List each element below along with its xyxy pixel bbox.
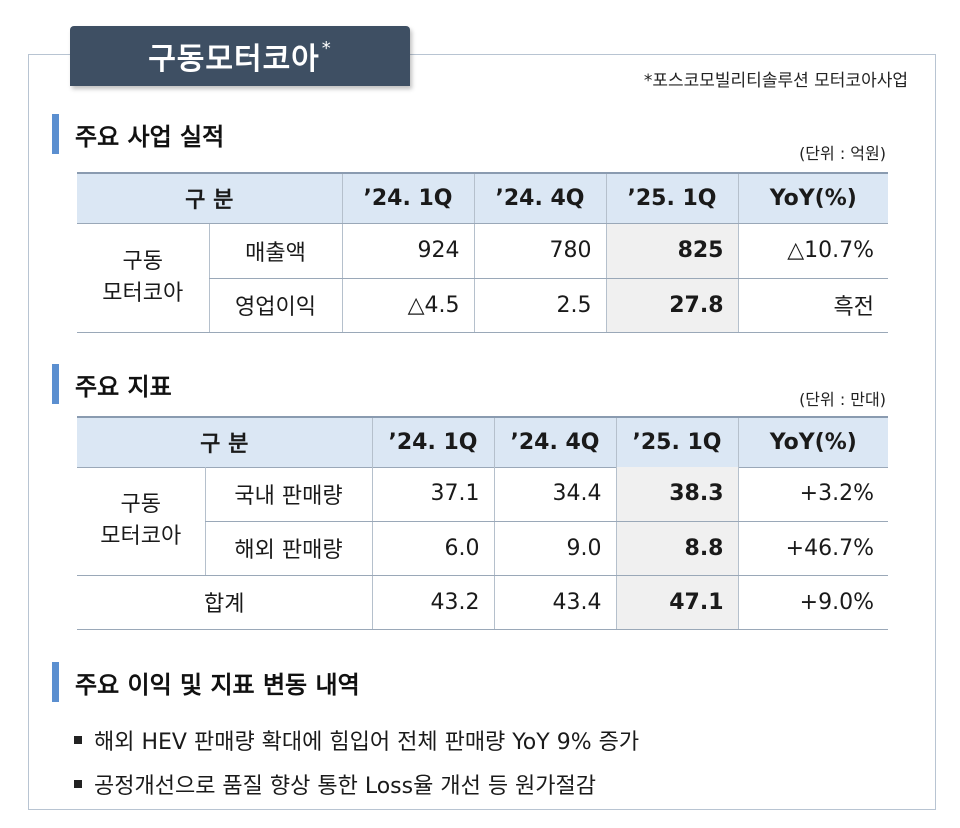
bullet-icon xyxy=(74,736,82,744)
group-label-line: 모터코아 xyxy=(100,523,182,549)
unit-label: (단위 : 억원) xyxy=(799,144,886,163)
bullet-icon xyxy=(74,780,82,788)
column-header: ’24. 4Q xyxy=(493,416,616,468)
table-cell: +46.7% xyxy=(737,521,888,576)
section-title: 주요 이익 및 지표 변동 내역 xyxy=(75,670,360,699)
table-row: 해외 판매량 6.0 9.0 8.8 +46.7% xyxy=(77,521,888,576)
bullet-list: 해외 HEV 판매량 확대에 힘입어 전체 판매량 YoY 9% 증가 공정개선… xyxy=(74,718,639,806)
table-cell: 8.8 xyxy=(615,521,738,576)
section-accent-bar xyxy=(52,364,59,404)
column-header: YoY(%) xyxy=(737,172,888,224)
section-title: 주요 지표 xyxy=(75,372,172,401)
table-row: 영업이익 △4.5 2.5 27.8 흑전 xyxy=(77,278,888,333)
footnote: *포스코모빌리티솔루션 모터코아사업 xyxy=(643,71,908,91)
table-cell: △10.7% xyxy=(737,224,888,279)
table-row: 구동 모터코아 국내 판매량 37.1 34.4 38.3 +3.2% xyxy=(77,467,888,576)
table-cell: 6.0 xyxy=(371,521,494,576)
list-item: 공정개선으로 품질 향상 통한 Loss율 개선 등 원가절감 xyxy=(74,762,639,806)
page-title-text: 구동모터코아 xyxy=(148,42,320,77)
table-cell: 34.4 xyxy=(493,467,616,522)
row-label: 매출액 xyxy=(208,224,342,279)
table-cell: 흑전 xyxy=(737,278,888,333)
table-cell: 27.8 xyxy=(605,278,738,333)
table-cell: 825 xyxy=(605,224,738,279)
column-header: ’25. 1Q xyxy=(615,416,738,468)
table-cell: △4.5 xyxy=(341,278,474,333)
section-accent-bar xyxy=(52,114,59,154)
group-cell: 구동 모터코아 xyxy=(77,467,205,576)
section-heading-indicators: 주요 지표 xyxy=(52,364,172,404)
group-label-line: 구동 xyxy=(120,491,161,517)
column-header: ’24. 1Q xyxy=(371,416,494,468)
table-cell: +3.2% xyxy=(737,467,888,522)
performance-table-body: 구동 모터코아 매출액 924 780 825 △10.7% 영업이익 △4.5… xyxy=(77,224,888,333)
indicators-table-body: 구동 모터코아 국내 판매량 37.1 34.4 38.3 +3.2% 해외 판… xyxy=(77,467,888,630)
bullet-text: 해외 HEV 판매량 확대에 힘입어 전체 판매량 YoY 9% 증가 xyxy=(94,730,640,755)
table-header-row: 구 분 ’24. 1Q ’24. 4Q ’25. 1Q YoY(%) xyxy=(77,172,888,224)
row-label: 해외 판매량 xyxy=(204,521,372,576)
column-header: 구 분 xyxy=(77,416,372,468)
table-cell: 43.2 xyxy=(371,575,494,630)
table-cell: 924 xyxy=(341,224,474,279)
section-title: 주요 사업 실적 xyxy=(75,122,225,151)
table-cell: 38.3 xyxy=(615,467,738,522)
table-cell: 43.4 xyxy=(493,575,616,630)
table-cell: 37.1 xyxy=(371,467,494,522)
performance-table: 구 분 ’24. 1Q ’24. 4Q ’25. 1Q YoY(%) xyxy=(77,172,888,224)
bullet-text: 공정개선으로 품질 향상 통한 Loss율 개선 등 원가절감 xyxy=(94,774,597,799)
total-label: 합계 xyxy=(77,575,372,630)
section-accent-bar xyxy=(52,662,59,702)
table-cell: 2.5 xyxy=(473,278,606,333)
table-cell: 47.1 xyxy=(615,575,738,630)
table-header-row: 구 분 ’24. 1Q ’24. 4Q ’25. 1Q YoY(%) xyxy=(77,416,888,468)
column-header: YoY(%) xyxy=(737,416,888,468)
column-header: ’25. 1Q xyxy=(605,172,738,224)
row-label: 국내 판매량 xyxy=(204,467,372,522)
indicators-table: 구 분 ’24. 1Q ’24. 4Q ’25. 1Q YoY(%) xyxy=(77,416,888,468)
group-cell: 구동 모터코아 xyxy=(77,224,209,333)
unit-label: (단위 : 만대) xyxy=(799,390,886,409)
row-label: 영업이익 xyxy=(208,278,342,333)
column-header: ’24. 4Q xyxy=(473,172,606,224)
column-header: 구 분 xyxy=(77,172,342,224)
list-item: 해외 HEV 판매량 확대에 힘입어 전체 판매량 YoY 9% 증가 xyxy=(74,718,639,762)
section-heading-performance: 주요 사업 실적 xyxy=(52,114,224,154)
group-label-line: 구동 xyxy=(122,248,163,274)
title-footnote-mark: * xyxy=(321,37,332,59)
table-cell: 780 xyxy=(473,224,606,279)
page-title: 구동모터코아 * xyxy=(70,26,410,86)
table-cell: 9.0 xyxy=(493,521,616,576)
table-row: 구동 모터코아 매출액 924 780 825 △10.7% xyxy=(77,224,888,333)
column-header: ’24. 1Q xyxy=(341,172,474,224)
section-heading-changes: 주요 이익 및 지표 변동 내역 xyxy=(52,662,360,702)
group-label-line: 모터코아 xyxy=(102,280,184,306)
table-cell: +9.0% xyxy=(737,575,888,630)
table-total-row: 합계 43.2 43.4 47.1 +9.0% xyxy=(77,575,888,630)
